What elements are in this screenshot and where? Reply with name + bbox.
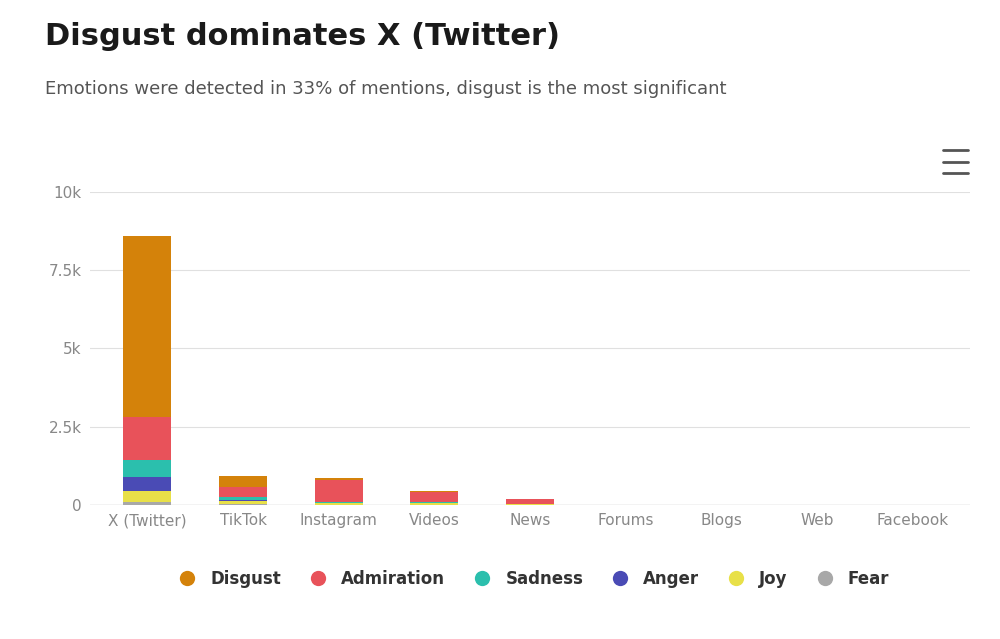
Bar: [506, 499, 554, 504]
Bar: [315, 480, 363, 502]
Text: Emotions were detected in 33% of mentions, disgust is the most significant: Emotions were detected in 33% of mention…: [45, 80, 726, 98]
Bar: [123, 236, 171, 417]
Bar: [123, 491, 171, 502]
Bar: [315, 478, 363, 480]
Bar: [219, 476, 267, 487]
Bar: [219, 487, 267, 497]
Bar: [123, 502, 171, 505]
Bar: [123, 477, 171, 491]
Bar: [123, 417, 171, 459]
Bar: [123, 459, 171, 477]
Bar: [315, 503, 363, 505]
Bar: [410, 492, 458, 502]
Bar: [410, 503, 458, 505]
Bar: [219, 500, 267, 502]
Text: Disgust dominates X (Twitter): Disgust dominates X (Twitter): [45, 22, 560, 51]
Legend: Disgust, Admiration, Sadness, Anger, Joy, Fear: Disgust, Admiration, Sadness, Anger, Joy…: [164, 563, 896, 594]
Bar: [219, 502, 267, 504]
Bar: [219, 497, 267, 500]
